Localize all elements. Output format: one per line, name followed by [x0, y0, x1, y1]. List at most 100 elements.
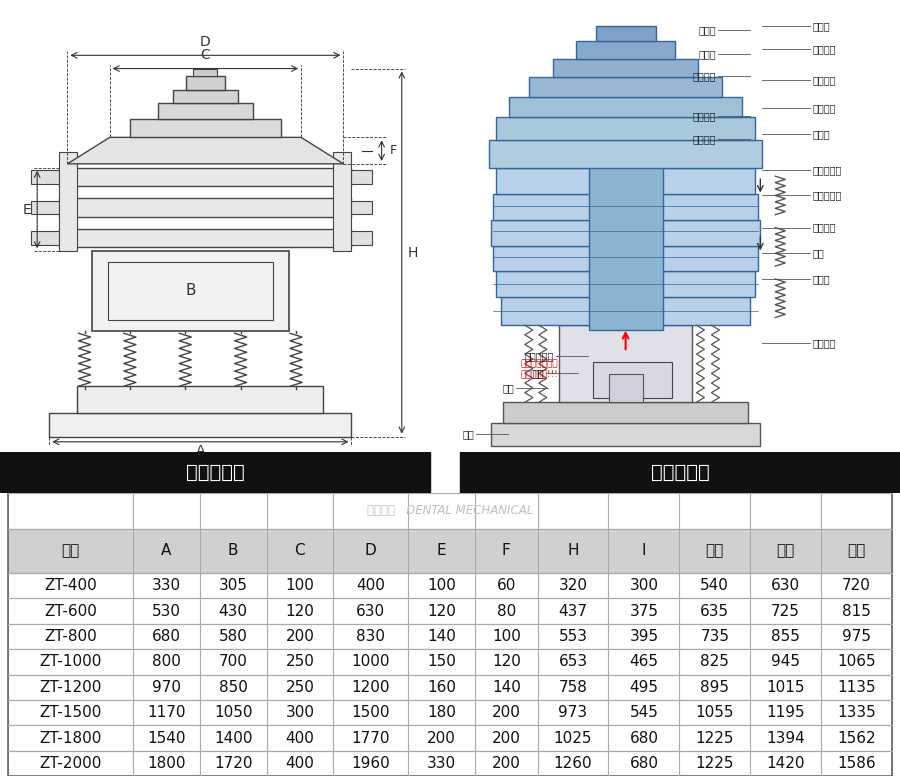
Bar [8, 750, 892, 776]
Text: C: C [294, 544, 305, 558]
Text: 975: 975 [842, 629, 871, 644]
Text: 970: 970 [152, 679, 181, 695]
Text: 400: 400 [285, 731, 314, 746]
Text: 80: 80 [497, 604, 516, 619]
Text: 720: 720 [842, 578, 871, 593]
Text: 100: 100 [285, 578, 314, 593]
Text: ZT-400: ZT-400 [44, 578, 97, 593]
Text: 553: 553 [559, 629, 588, 644]
Bar [529, 77, 723, 97]
Bar [589, 151, 662, 331]
Text: 895: 895 [700, 679, 729, 695]
Bar [559, 325, 692, 402]
Text: 底座: 底座 [463, 430, 474, 439]
Text: 1050: 1050 [214, 705, 252, 720]
Text: F: F [502, 544, 510, 558]
Text: B: B [228, 544, 238, 558]
Text: A: A [161, 544, 172, 558]
Text: 250: 250 [285, 679, 314, 695]
Text: 辅助筛网: 辅助筛网 [812, 75, 836, 85]
Text: 437: 437 [559, 604, 588, 619]
Bar [0, 452, 430, 493]
Text: 635: 635 [700, 604, 729, 619]
Bar [108, 262, 273, 320]
Text: 758: 758 [559, 679, 588, 695]
Text: 200: 200 [492, 731, 521, 746]
Text: 100: 100 [492, 629, 521, 644]
Bar [333, 152, 351, 251]
Text: 150: 150 [428, 654, 456, 669]
Text: F: F [390, 144, 397, 157]
Text: 120: 120 [285, 604, 314, 619]
Text: 电动机: 电动机 [812, 274, 830, 284]
Text: 430: 430 [219, 604, 248, 619]
Text: 下部重锤: 下部重锤 [812, 339, 836, 348]
Text: 540: 540 [700, 578, 729, 593]
Text: 180: 180 [428, 705, 456, 720]
Text: 1195: 1195 [767, 705, 805, 720]
Text: 465: 465 [629, 654, 659, 669]
Text: 1420: 1420 [767, 756, 805, 771]
Text: 1720: 1720 [214, 756, 252, 771]
Text: ZT-2000: ZT-2000 [40, 756, 102, 771]
Bar [351, 232, 372, 245]
Text: 630: 630 [771, 578, 800, 593]
Text: 橡胶球: 橡胶球 [812, 129, 830, 139]
Bar [8, 529, 892, 573]
Text: 上部重锤: 上部重锤 [812, 222, 836, 232]
Bar [59, 168, 351, 186]
Text: 1025: 1025 [554, 731, 592, 746]
Text: 1500: 1500 [352, 705, 390, 720]
Text: 1135: 1135 [837, 679, 876, 695]
Bar [186, 76, 224, 90]
Text: 1200: 1200 [352, 679, 390, 695]
Polygon shape [68, 137, 344, 164]
Text: 底部框架: 底部框架 [693, 134, 716, 144]
Text: 三层: 三层 [848, 544, 866, 558]
Text: 1540: 1540 [148, 731, 185, 746]
Text: 330: 330 [152, 578, 181, 593]
Text: 330: 330 [428, 756, 456, 771]
Bar [493, 194, 759, 220]
Bar [8, 725, 892, 750]
Text: 运输用固定螺栓
试机时去掉!!!: 运输用固定螺栓 试机时去掉!!! [521, 360, 559, 378]
Text: 400: 400 [356, 578, 385, 593]
Text: 800: 800 [152, 654, 181, 669]
Bar [59, 229, 351, 247]
Text: 375: 375 [629, 604, 659, 619]
Text: 1800: 1800 [148, 756, 185, 771]
Text: 725: 725 [771, 604, 800, 619]
Text: 825: 825 [700, 654, 729, 669]
Text: 绕外重锤板: 绕外重锤板 [812, 190, 842, 200]
Text: ZT-800: ZT-800 [44, 629, 97, 644]
Bar [489, 140, 762, 168]
Text: 495: 495 [629, 679, 659, 695]
Text: ZT-1500: ZT-1500 [40, 705, 102, 720]
Text: ZT-1200: ZT-1200 [40, 679, 102, 695]
Text: 振体: 振体 [812, 248, 824, 258]
Text: 1000: 1000 [352, 654, 390, 669]
Text: 型号: 型号 [61, 544, 80, 558]
Bar [491, 220, 760, 246]
Text: 一层: 一层 [706, 544, 724, 558]
Text: D: D [200, 34, 211, 48]
Text: 1394: 1394 [766, 731, 805, 746]
Text: 395: 395 [629, 629, 659, 644]
Text: D: D [364, 544, 376, 558]
Bar [553, 59, 698, 77]
Text: 1586: 1586 [837, 756, 876, 771]
Text: 筛网法兰: 筛网法兰 [812, 103, 836, 113]
Bar [194, 69, 218, 76]
Text: 580: 580 [219, 629, 248, 644]
Bar [8, 700, 892, 725]
Text: 140: 140 [492, 679, 521, 695]
Text: 一般结构图: 一般结构图 [651, 463, 709, 482]
Text: 300: 300 [285, 705, 314, 720]
Bar [576, 41, 676, 59]
Bar [460, 452, 900, 493]
Text: 815: 815 [842, 604, 871, 619]
Text: 1170: 1170 [148, 705, 185, 720]
Text: 680: 680 [629, 731, 659, 746]
Text: E: E [436, 544, 446, 558]
Text: 1260: 1260 [554, 756, 592, 771]
